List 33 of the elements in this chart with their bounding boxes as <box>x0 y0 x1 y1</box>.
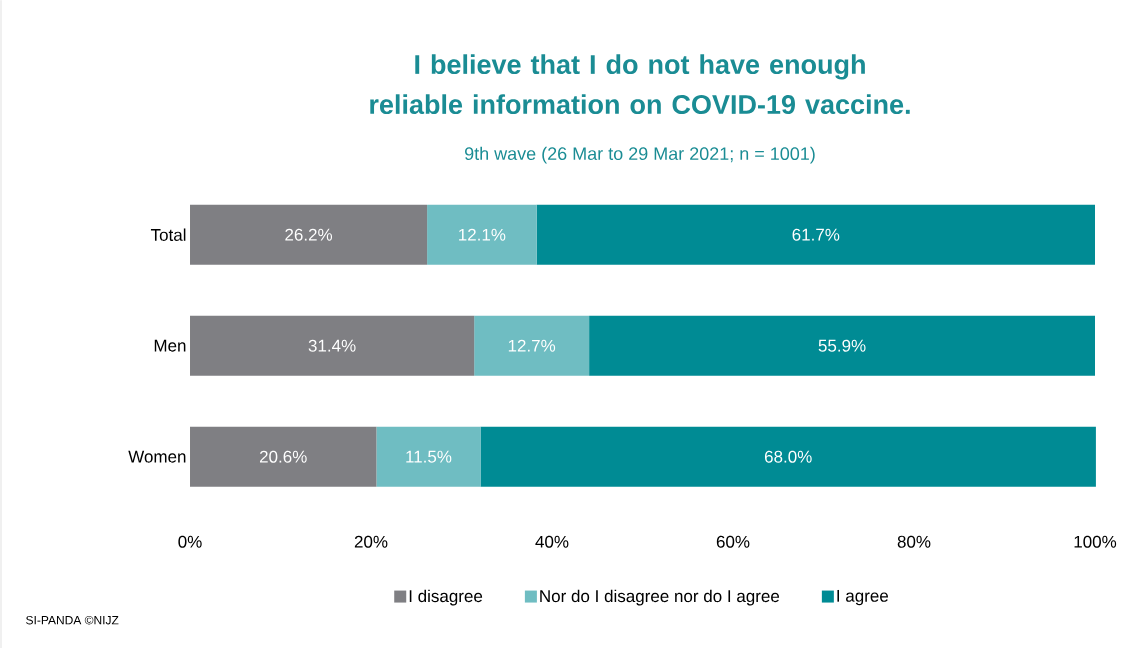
legend-label: Nor do I disagree nor do I agree <box>540 589 780 606</box>
bar <box>376 426 481 487</box>
data-label: 61.7% <box>792 228 840 241</box>
y-tick-label: Men <box>154 339 186 352</box>
bar <box>536 204 1095 265</box>
y-tick-label: Women <box>128 450 186 463</box>
y-tick-label: Total <box>150 228 186 241</box>
x-tick-label: 0% <box>178 535 202 548</box>
data-label: 12.1% <box>459 228 506 241</box>
data-label: 68.0% <box>764 450 812 463</box>
bar <box>190 204 428 265</box>
x-tick-label: 80% <box>897 535 931 548</box>
x-tick-label: 40% <box>535 535 569 548</box>
bar <box>589 315 1095 376</box>
bar <box>190 315 475 376</box>
text: SI-PANDA ©NIJZ <box>26 615 119 625</box>
data-label: 11.5% <box>406 450 452 463</box>
data-label: 31.4% <box>308 339 356 352</box>
bar <box>190 426 377 487</box>
chart-subtitle: 9th wave (26 Mar to 29 Mar 2021; n = 1001) <box>465 146 815 164</box>
legend-label: I agree <box>837 589 889 605</box>
data-label: 12.7% <box>508 339 556 352</box>
legend-label: I disagree <box>409 589 483 606</box>
data-label: 20.6% <box>259 450 307 463</box>
data-label: 55.9% <box>818 339 866 352</box>
bar <box>480 426 1096 487</box>
x-tick-label: 60% <box>716 535 750 548</box>
data-label: 26.2% <box>285 228 333 241</box>
x-tick-label: 100% <box>1074 535 1117 548</box>
x-tick-label: 20% <box>354 535 388 548</box>
chart-title: I believe that I do not have enough reliable information on COVID-19 vaccine. <box>370 54 910 114</box>
bar <box>474 315 590 376</box>
bar <box>427 204 537 265</box>
